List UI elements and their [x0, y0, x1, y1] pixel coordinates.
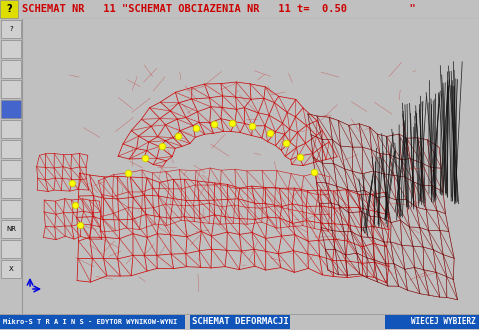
Bar	[1, 140, 21, 158]
Text: ?: ?	[9, 26, 13, 32]
Text: SCHEMAT NR   11 "SCHEMAT OBCIAZENIA NR   11 t=  0.50          ": SCHEMAT NR 11 "SCHEMAT OBCIAZENIA NR 11 …	[22, 4, 416, 14]
Bar	[0, 0, 18, 18]
Point	[210, 121, 218, 127]
Bar	[0, 18, 22, 314]
Point	[248, 123, 256, 129]
Point	[266, 130, 274, 136]
Bar	[1, 20, 21, 38]
Bar	[1, 240, 21, 258]
Point	[192, 125, 200, 131]
Bar	[1, 200, 21, 218]
Point	[174, 133, 182, 139]
Point	[158, 143, 166, 148]
Text: ?: ?	[6, 4, 12, 14]
Bar	[1, 260, 21, 278]
Bar	[1, 40, 21, 58]
Point	[310, 169, 318, 175]
Bar	[1, 220, 21, 238]
Bar	[1, 120, 21, 138]
Bar	[1, 100, 21, 118]
Point	[141, 155, 149, 161]
Bar	[0, 314, 479, 330]
Point	[71, 202, 79, 208]
Point	[76, 222, 84, 228]
Bar	[1, 80, 21, 98]
Text: WIECEJ WYBIERZ: WIECEJ WYBIERZ	[411, 317, 476, 326]
Text: SCHEMAT DEFORMACJI: SCHEMAT DEFORMACJI	[192, 317, 288, 326]
Point	[68, 181, 76, 186]
Bar	[385, 315, 479, 329]
Bar	[1, 60, 21, 78]
Bar	[0, 0, 479, 18]
Bar	[190, 315, 290, 329]
Bar	[1, 180, 21, 198]
Bar	[1, 160, 21, 178]
Bar	[0, 315, 185, 329]
Text: X: X	[9, 266, 13, 272]
Point	[228, 120, 236, 126]
Point	[296, 154, 304, 160]
Point	[124, 170, 132, 176]
Text: Mikro-S T R A I N S - EDYTOR WYNIKOW-WYNI: Mikro-S T R A I N S - EDYTOR WYNIKOW-WYN…	[3, 319, 177, 325]
Point	[282, 140, 290, 146]
Text: NR: NR	[6, 226, 16, 232]
